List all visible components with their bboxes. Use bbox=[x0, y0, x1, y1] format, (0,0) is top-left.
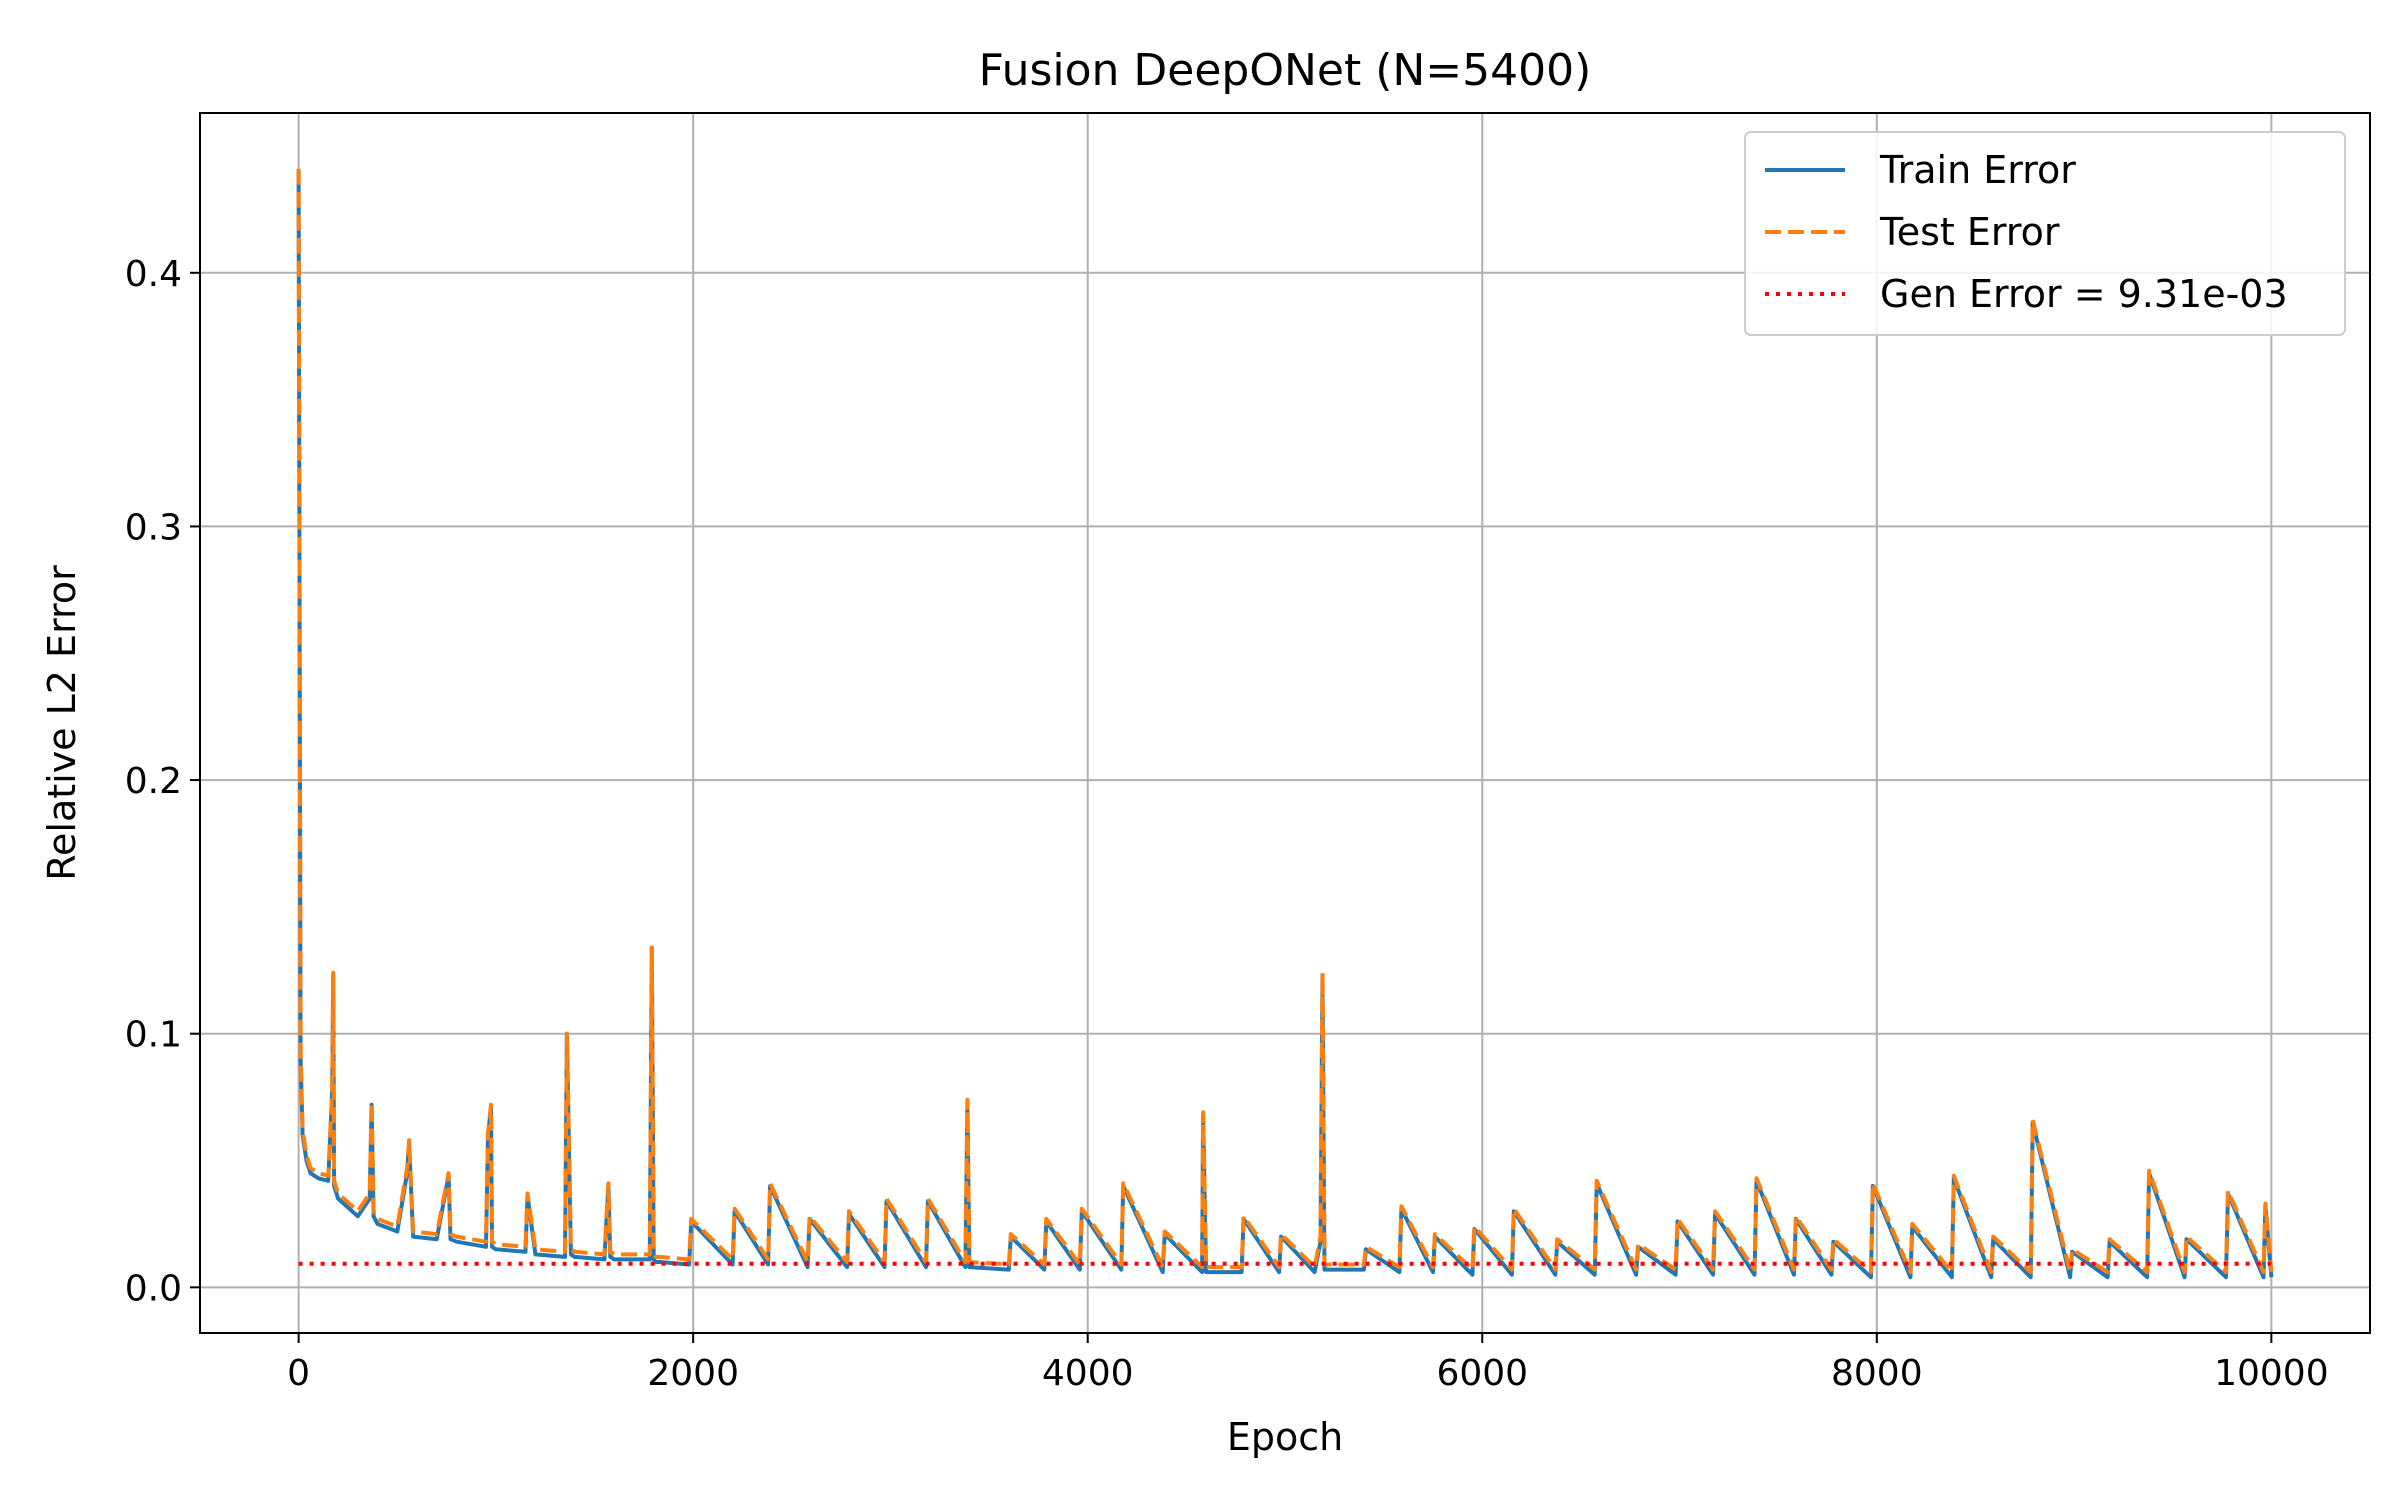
x-tick-label: 2000 bbox=[647, 1353, 739, 1394]
x-tick-label: 0 bbox=[287, 1353, 310, 1394]
plot-frame bbox=[199, 112, 2371, 1334]
legend-entry-test-label: Test Error bbox=[1879, 210, 2060, 254]
series-layer bbox=[296, 168, 2274, 1280]
chart-title: Fusion DeepONet (N=5400) bbox=[979, 45, 1592, 96]
legend-box bbox=[1744, 131, 2346, 336]
y-tick-label: 0.3 bbox=[125, 507, 182, 548]
x-tick-label: 6000 bbox=[1436, 1353, 1528, 1394]
legend-entry-train-label: Train Error bbox=[1879, 148, 2076, 192]
x-tick-label: 4000 bbox=[1042, 1353, 1134, 1394]
x-tick-label: 10000 bbox=[2214, 1353, 2329, 1394]
test-error-line bbox=[296, 168, 2274, 1275]
legend: Train Error Test Error Gen Error = 9.31e-0… bbox=[1744, 131, 2346, 336]
x-axis-label: Epoch bbox=[1227, 1415, 1343, 1459]
y-tick-label: 0.4 bbox=[125, 254, 182, 295]
y-tick-label: 0.1 bbox=[125, 1015, 182, 1056]
x-tick-label: 8000 bbox=[1831, 1353, 1923, 1394]
legend-entry-gen-label: Gen Error = 9.31e-03 bbox=[1880, 272, 2288, 316]
y-tick-label: 0.2 bbox=[125, 761, 182, 802]
y-tick-label: 0.0 bbox=[125, 1268, 182, 1309]
y-axis-label: Relative L2 Error bbox=[40, 565, 84, 881]
ticks: 0 2000 4000 6000 8000 10000 0.0 0.1 0.2 0.3 0.4 bbox=[125, 254, 2329, 1394]
